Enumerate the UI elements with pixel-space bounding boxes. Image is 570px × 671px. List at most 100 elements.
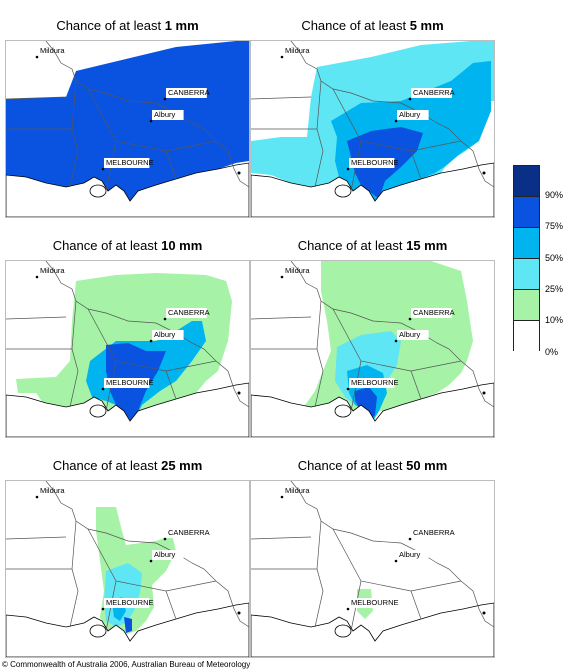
city-marker [163, 537, 167, 541]
boundary-line [314, 568, 324, 628]
place-label-albury: Albury [399, 550, 421, 559]
label-box [152, 110, 184, 120]
boundary-line [290, 41, 494, 188]
place-label-canberra: CANBERRA [168, 528, 210, 537]
boundary-line [45, 41, 249, 188]
boundary-line [314, 128, 324, 188]
city-marker [482, 611, 486, 615]
legend-tick-0: 0% [545, 347, 559, 357]
port-phillip-bay [89, 624, 107, 638]
label-box [152, 330, 184, 340]
legend-tick-75: 75% [545, 221, 564, 231]
place-label-mildura: Mildura [285, 266, 310, 275]
boundary-line [332, 308, 462, 372]
boundary-line [332, 528, 462, 592]
city-marker [346, 387, 350, 391]
label-box [166, 528, 207, 538]
boundary-line [314, 348, 324, 408]
boundary-line [165, 590, 177, 620]
city-marker [280, 55, 284, 59]
city-marker [163, 97, 167, 101]
city-marker [408, 317, 412, 321]
place-label-mildura: Mildura [40, 486, 65, 495]
probability-legend: 90% 75% 50% 25% 10% 0% [513, 165, 563, 357]
boundary-line [290, 481, 494, 628]
boundary-line [251, 96, 312, 100]
map-svg: Mildura CANBERRA Albury MELBOURNE [6, 41, 249, 217]
city-marker [237, 391, 241, 395]
place-label-mildura: Mildura [285, 46, 310, 55]
city-marker [237, 611, 241, 615]
map-panel-50mm: Chance of at least 50 mm Mildura CANBERRA… [250, 458, 495, 660]
boundary-line [69, 128, 79, 188]
city-marker [408, 97, 412, 101]
place-label-canberra: CANBERRA [168, 308, 210, 317]
sea-area [6, 162, 249, 217]
city-marker [346, 607, 350, 611]
map-svg: Mildura CANBERRA Albury MELBOURNE [251, 261, 494, 437]
map-panel-10mm: Chance of at least 10 mm Mildura CANBERRA… [5, 238, 250, 440]
map-panel-5mm: Chance of at least 5 mm Mildura CANBERRA A… [250, 18, 495, 220]
panel-title: Chance of at least 1 mm [56, 18, 199, 33]
label-box [104, 598, 150, 608]
legend-tick-25: 25% [545, 284, 564, 294]
place-label-canberra: CANBERRA [413, 528, 455, 537]
place-label-melbourne: MELBOURNE [106, 598, 154, 607]
legend-swatch-75 [513, 196, 540, 227]
label-box [166, 308, 207, 318]
rainfall-map: Mildura CANBERRA Albury MELBOURNE [5, 260, 250, 438]
label-box [397, 110, 429, 120]
city-marker [394, 559, 398, 563]
port-phillip-bay [334, 184, 352, 198]
label-box [349, 598, 395, 608]
panel-title: Chance of at least 15 mm [297, 238, 448, 253]
probability-zone [355, 387, 377, 421]
city-marker [280, 495, 284, 499]
legend-tick-10: 10% [545, 315, 564, 325]
boundary-line [87, 308, 217, 372]
boundary-line [69, 568, 79, 628]
legend-swatch-0 [513, 320, 540, 351]
place-label-albury: Albury [399, 330, 421, 339]
probability-zone [6, 41, 249, 201]
city-marker [149, 119, 153, 123]
boundary-line [6, 316, 67, 320]
boundary-line [6, 96, 67, 100]
boundary-line [410, 150, 422, 180]
map-svg: Mildura CANBERRA Albury MELBOURNE [251, 41, 494, 217]
label-box [349, 158, 395, 168]
sea-area [6, 602, 249, 657]
legend-tick-90: 90% [545, 190, 564, 200]
boundary-line [165, 370, 177, 400]
boundary-line [45, 481, 249, 628]
panel-title: Chance of at least 5 mm [301, 18, 444, 33]
city-marker [394, 339, 398, 343]
city-marker [237, 171, 241, 175]
panel-title: Chance of at least 10 mm [52, 238, 203, 253]
port-phillip-bay [334, 624, 352, 638]
map-svg: Mildura CANBERRA Albury MELBOURNE [6, 481, 249, 657]
rainfall-map: Mildura CANBERRA Albury MELBOURNE [5, 480, 250, 658]
place-label-albury: Albury [399, 110, 421, 119]
sea-area [6, 382, 249, 437]
boundary-line [69, 348, 79, 408]
boundary-line [251, 316, 312, 320]
boundary-line [410, 370, 422, 400]
label-box [411, 528, 452, 538]
place-label-melbourne: MELBOURNE [351, 378, 399, 387]
label-box [397, 550, 429, 560]
boundary-line [45, 261, 249, 408]
rainfall-map: Mildura CANBERRA Albury MELBOURNE [250, 40, 495, 218]
city-marker [35, 495, 39, 499]
legend-swatch-25 [513, 258, 540, 289]
place-label-mildura: Mildura [285, 486, 310, 495]
city-marker [101, 167, 105, 171]
place-label-melbourne: MELBOURNE [106, 158, 154, 167]
boundary-line [290, 261, 494, 408]
city-marker [482, 171, 486, 175]
panel-title: Chance of at least 25 mm [52, 458, 203, 473]
label-box [397, 330, 429, 340]
legend-swatch-90 [513, 165, 540, 196]
place-label-mildura: Mildura [40, 266, 65, 275]
place-label-canberra: CANBERRA [168, 88, 210, 97]
